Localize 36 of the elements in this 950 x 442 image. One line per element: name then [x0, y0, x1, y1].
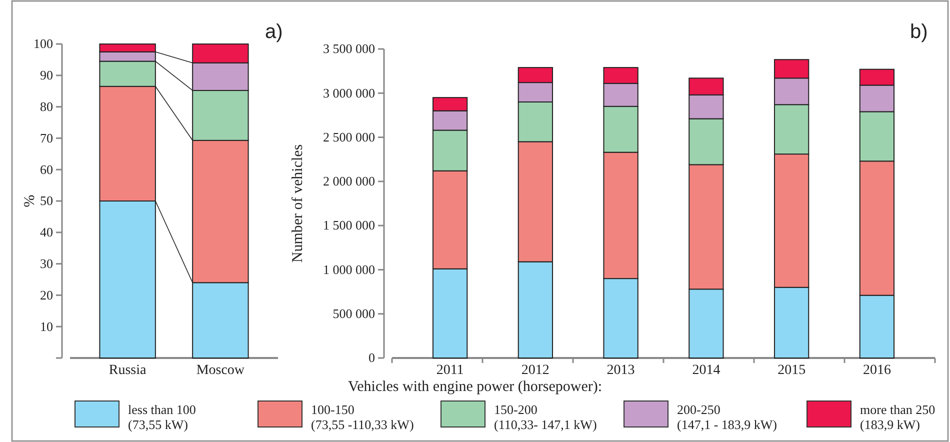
- y-tick-label: 1 000 000: [323, 262, 375, 277]
- x-tick-label: Moscow: [196, 362, 246, 378]
- legend-title: Vehicles with engine power (horsepower):: [348, 379, 602, 395]
- x-tick-label: 2011: [436, 362, 464, 378]
- y-tick-label: 2 500 000: [323, 129, 375, 144]
- y-axis-title: Number of vehicles: [290, 144, 306, 263]
- y-tick-label: 80: [40, 98, 53, 114]
- legend-label: 100-150 (73,55 -110,33 kW): [311, 402, 414, 432]
- y-tick-label: 90: [40, 68, 53, 83]
- chart-title: a): [265, 21, 283, 43]
- y-tick-label: 50: [40, 193, 53, 208]
- y-tick-label: 1 500 000: [323, 218, 375, 233]
- x-tick-label: 2013: [606, 362, 635, 378]
- x-tick-label: 2012: [521, 362, 550, 378]
- y-tick-label: 0: [368, 350, 375, 366]
- y-tick-label: 60: [40, 162, 53, 177]
- x-tick-label: 2015: [778, 362, 806, 378]
- y-tick-label: 500 000: [332, 306, 375, 322]
- y-tick-label: 40: [40, 224, 53, 240]
- y-tick-label: 3 000 000: [323, 85, 375, 100]
- y-tick-label: 2 000 000: [323, 174, 375, 189]
- y-tick-label: 30: [40, 256, 53, 271]
- y-tick-label: 10: [40, 318, 53, 334]
- legend-label: more than 250 (183,9 kW): [860, 402, 936, 432]
- y-tick-label: 70: [40, 130, 53, 146]
- x-tick-label: 2016: [862, 362, 891, 378]
- legend-label: 200-250 (147,1 - 183,9 kW): [677, 402, 778, 432]
- y-tick-label: 100: [34, 36, 53, 52]
- y-tick-label: 20: [40, 287, 53, 302]
- x-tick-label: 2014: [692, 362, 720, 378]
- y-tick-label: 3 500 000: [323, 41, 375, 56]
- chart-title: b): [910, 21, 928, 43]
- legend-label: 150-200 (110,33- 147,1 kW): [494, 402, 597, 432]
- y-axis-title: %: [22, 194, 38, 208]
- x-tick-label: Russia: [108, 362, 148, 378]
- legend-label: less than 100 (73,55 kW): [128, 402, 196, 432]
